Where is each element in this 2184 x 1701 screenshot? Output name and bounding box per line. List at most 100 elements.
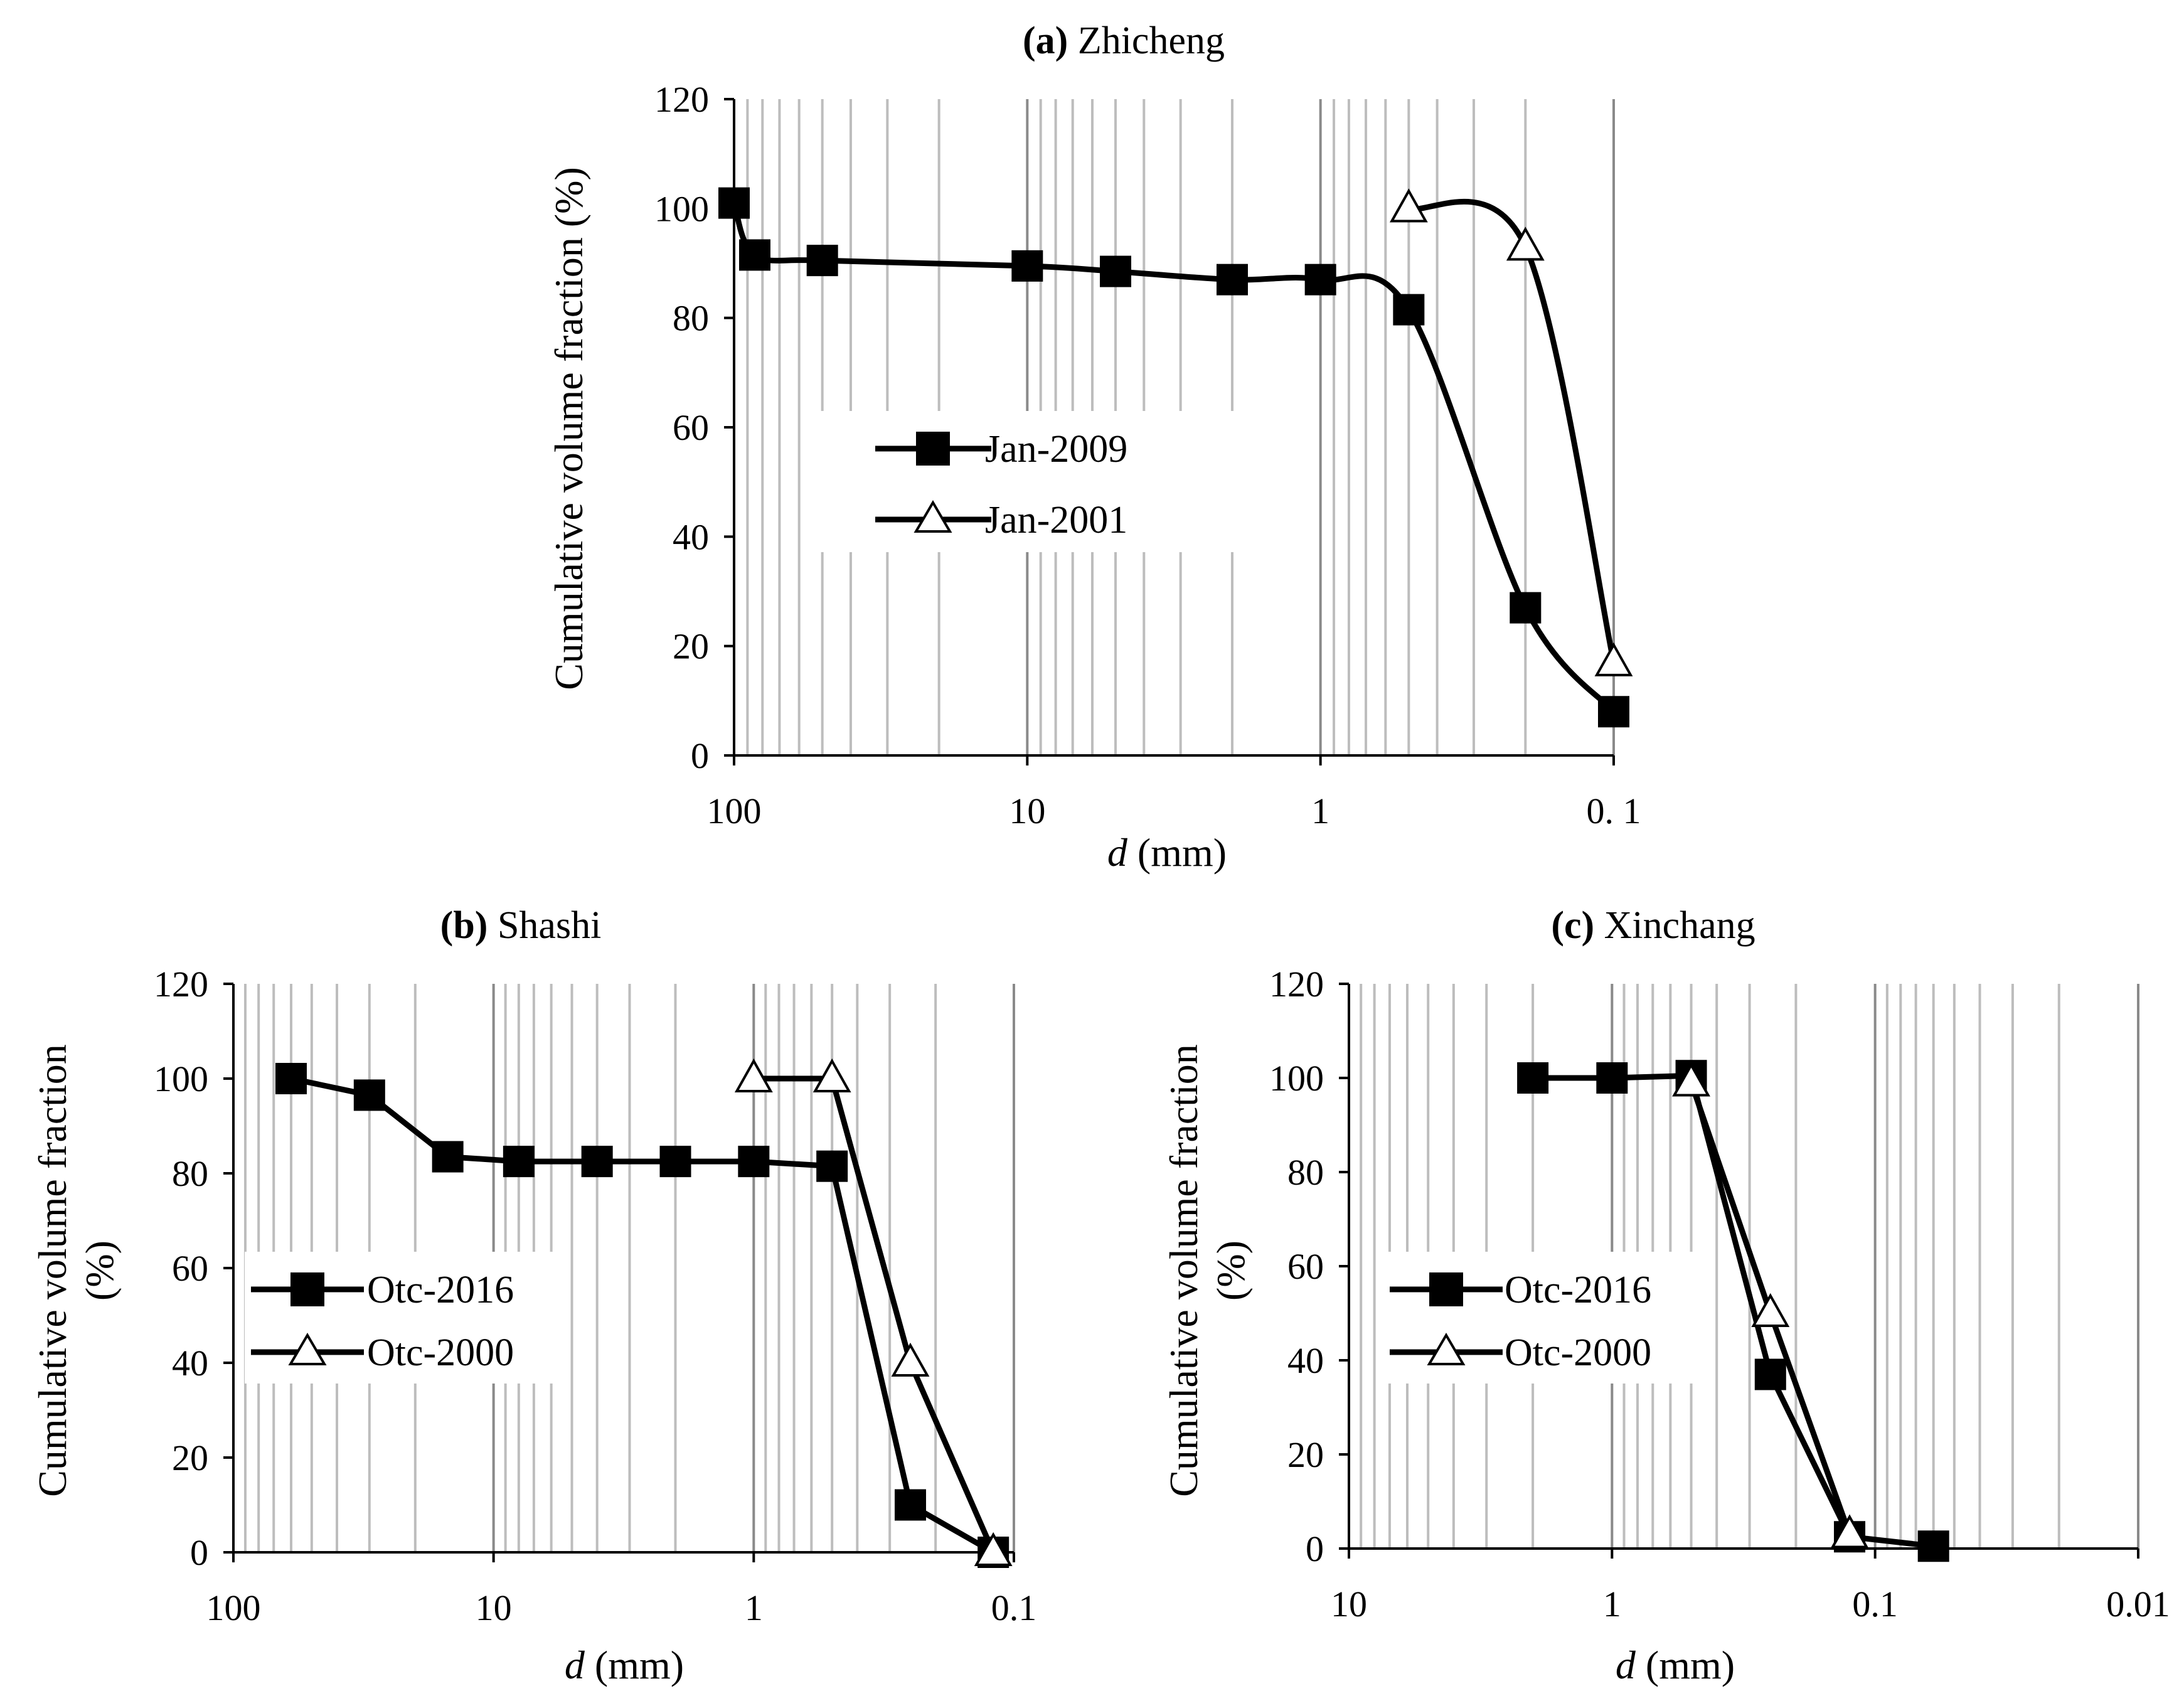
legend-marker-jan-2009 <box>916 432 950 466</box>
data-point-square <box>1596 1062 1628 1094</box>
chart-title-b: (b) Shashi <box>440 904 602 947</box>
data-point-triangle <box>1389 188 1428 223</box>
data-point-triangle <box>1830 1514 1869 1549</box>
legend-marker-otc-2000-b <box>288 1333 327 1365</box>
y-tick-label: 60 <box>1287 1246 1324 1287</box>
y-tick-label: 0 <box>190 1532 208 1573</box>
x-tick-label: 0.1 <box>991 1587 1037 1628</box>
data-point-square <box>718 187 750 219</box>
y-tick-label: 20 <box>172 1437 208 1478</box>
y-tick-labels-b: 0 20 40 60 80 100 120 <box>154 964 208 1573</box>
y-axis-title-b-line-1: Cumulative volume fraction <box>30 1044 75 1497</box>
data-point-triangle <box>1506 227 1545 261</box>
legend-b: Otc-2016 Otc-2000 <box>245 1252 562 1384</box>
series-line-otc-2000 <box>754 1075 996 1554</box>
data-point-square <box>1598 696 1629 728</box>
legend-c: Otc-2016 Otc-2000 <box>1383 1252 1700 1384</box>
legend-marker-otc-2016-b <box>290 1272 324 1306</box>
data-point-square <box>581 1146 613 1178</box>
x-axis-title-b: d (mm) <box>565 1643 684 1687</box>
axes-c <box>1339 983 2139 1559</box>
axes-b <box>223 983 1015 1562</box>
y-tick-label: 0 <box>691 735 709 776</box>
data-point-square <box>1011 250 1043 282</box>
chart-panel-b: (b) Shashi 0 20 40 60 80 100 120 100 10 1 0.1 Cum… <box>30 904 1036 1687</box>
x-tick-label: 10 <box>1331 1584 1367 1624</box>
data-point-triangle <box>734 1058 773 1092</box>
y-axis-title-c-line-2: (%) <box>1208 1240 1253 1301</box>
y-tick-label: 40 <box>673 516 709 557</box>
y-tick-label: 120 <box>1269 964 1324 1005</box>
legend-label-jan-2009: Jan-2009 <box>985 428 1127 471</box>
data-point-square <box>1510 592 1542 624</box>
x-tick-labels-a: 100 10 1 0. 1 <box>707 791 1641 831</box>
data-point-triangle <box>1594 642 1633 676</box>
data-point-square <box>432 1141 464 1173</box>
x-tick-label: 0.01 <box>2106 1584 2170 1624</box>
plot-area-b <box>275 1058 1013 1568</box>
data-point-square <box>1393 294 1425 326</box>
y-tick-label: 120 <box>654 79 709 120</box>
x-tick-label: 10 <box>476 1587 512 1628</box>
y-tick-label: 40 <box>1287 1340 1324 1381</box>
y-tick-label: 40 <box>172 1343 208 1384</box>
legend-label-otc-2016-c: Otc-2016 <box>1505 1269 1651 1311</box>
data-point-square <box>1517 1062 1549 1094</box>
x-tick-label: 10 <box>1009 791 1045 831</box>
plot-area-c <box>1517 1060 1949 1562</box>
data-point-square <box>503 1146 535 1178</box>
y-axis-title-a: Cumulative volume fraction (%) <box>546 167 591 690</box>
y-axis-title-b-line-2: (%) <box>77 1240 122 1301</box>
x-tick-label: 0.1 <box>1852 1584 1898 1624</box>
y-tick-label: 60 <box>172 1248 208 1289</box>
series-line-jan-2001 <box>1407 198 1617 663</box>
y-tick-label: 80 <box>1287 1152 1324 1193</box>
x-tick-labels-c: 10 1 0.1 0.01 <box>1331 1584 2170 1624</box>
y-tick-labels-a: 0 20 40 60 80 100 120 <box>654 79 709 776</box>
x-tick-label: 100 <box>707 791 762 831</box>
legend-marker-jan-2001 <box>914 500 952 533</box>
x-tick-label: 100 <box>206 1587 261 1628</box>
chart-title-a: (a) Zhicheng <box>1023 19 1225 62</box>
data-point-square <box>738 1146 770 1178</box>
series-line-otc-2016 <box>290 1075 995 1555</box>
data-point-triangle <box>1672 1062 1710 1097</box>
y-tick-label: 100 <box>154 1058 208 1099</box>
legend-marker-otc-2000-c <box>1427 1333 1466 1365</box>
legend-label-jan-2001: Jan-2001 <box>985 499 1127 541</box>
plot-area-a <box>718 187 1633 728</box>
data-point-square <box>1754 1358 1786 1390</box>
data-point-square <box>806 245 838 277</box>
data-point-triangle <box>891 1342 930 1377</box>
chart-title-c: (c) Xinchang <box>1551 904 1755 947</box>
y-tick-label: 80 <box>673 298 709 339</box>
data-point-square <box>1100 255 1132 287</box>
legend-label-otc-2000-c: Otc-2000 <box>1505 1331 1651 1374</box>
data-point-square <box>659 1146 691 1178</box>
legend-a: Jan-2009 Jan-2001 <box>803 411 1236 552</box>
legend-label-otc-2016-b: Otc-2016 <box>367 1269 514 1311</box>
data-point-square <box>894 1489 926 1521</box>
data-point-square <box>1216 264 1248 296</box>
legend-label-otc-2000-b: Otc-2000 <box>367 1331 514 1374</box>
legend-box-a <box>803 411 1236 552</box>
x-tick-labels-b: 100 10 1 0.1 <box>206 1587 1037 1628</box>
y-tick-label: 80 <box>172 1153 208 1194</box>
data-point-square <box>353 1079 385 1111</box>
y-tick-label: 60 <box>673 407 709 448</box>
data-point-square <box>816 1150 848 1182</box>
legend-marker-otc-2016-c <box>1429 1272 1463 1306</box>
x-tick-label: 1 <box>745 1587 763 1628</box>
data-point-square <box>1917 1530 1949 1562</box>
y-tick-label: 20 <box>673 626 709 667</box>
x-axis-title-c: d (mm) <box>1616 1643 1735 1687</box>
y-tick-label: 100 <box>654 188 709 229</box>
data-point-triangle <box>812 1058 851 1092</box>
x-axis-title-a: d (mm) <box>1107 830 1227 875</box>
x-tick-label: 0. 1 <box>1587 791 1641 831</box>
y-tick-label: 20 <box>1287 1434 1324 1475</box>
x-tick-label: 1 <box>1311 791 1329 831</box>
